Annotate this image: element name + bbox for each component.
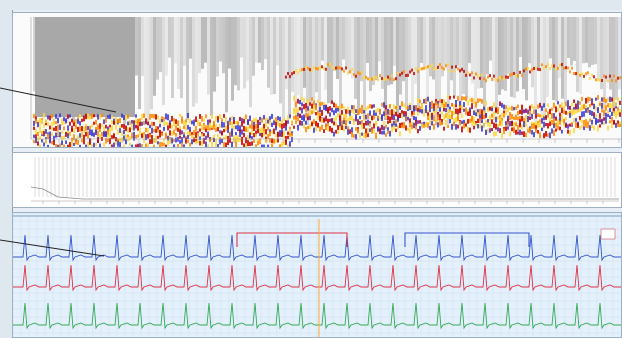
- ecg-canvas[interactable]: [13, 213, 621, 337]
- spectrogram-panel[interactable]: [12, 12, 622, 148]
- ecg-side-marker: [600, 228, 616, 240]
- ecg-highlight-red: [236, 232, 348, 247]
- ecg-highlight-blue: [404, 232, 530, 247]
- spectrogram-time-axis: [31, 138, 621, 143]
- trend-panel[interactable]: [12, 152, 622, 208]
- ecg-panel[interactable]: [12, 212, 622, 338]
- trend-canvas[interactable]: [13, 153, 621, 207]
- ecg-grid: [13, 213, 621, 337]
- trend-bars: [34, 157, 616, 197]
- spectrogram-canvas[interactable]: [13, 13, 621, 147]
- trend-line: [30, 186, 619, 200]
- spectrogram-dense-region: [35, 17, 135, 117]
